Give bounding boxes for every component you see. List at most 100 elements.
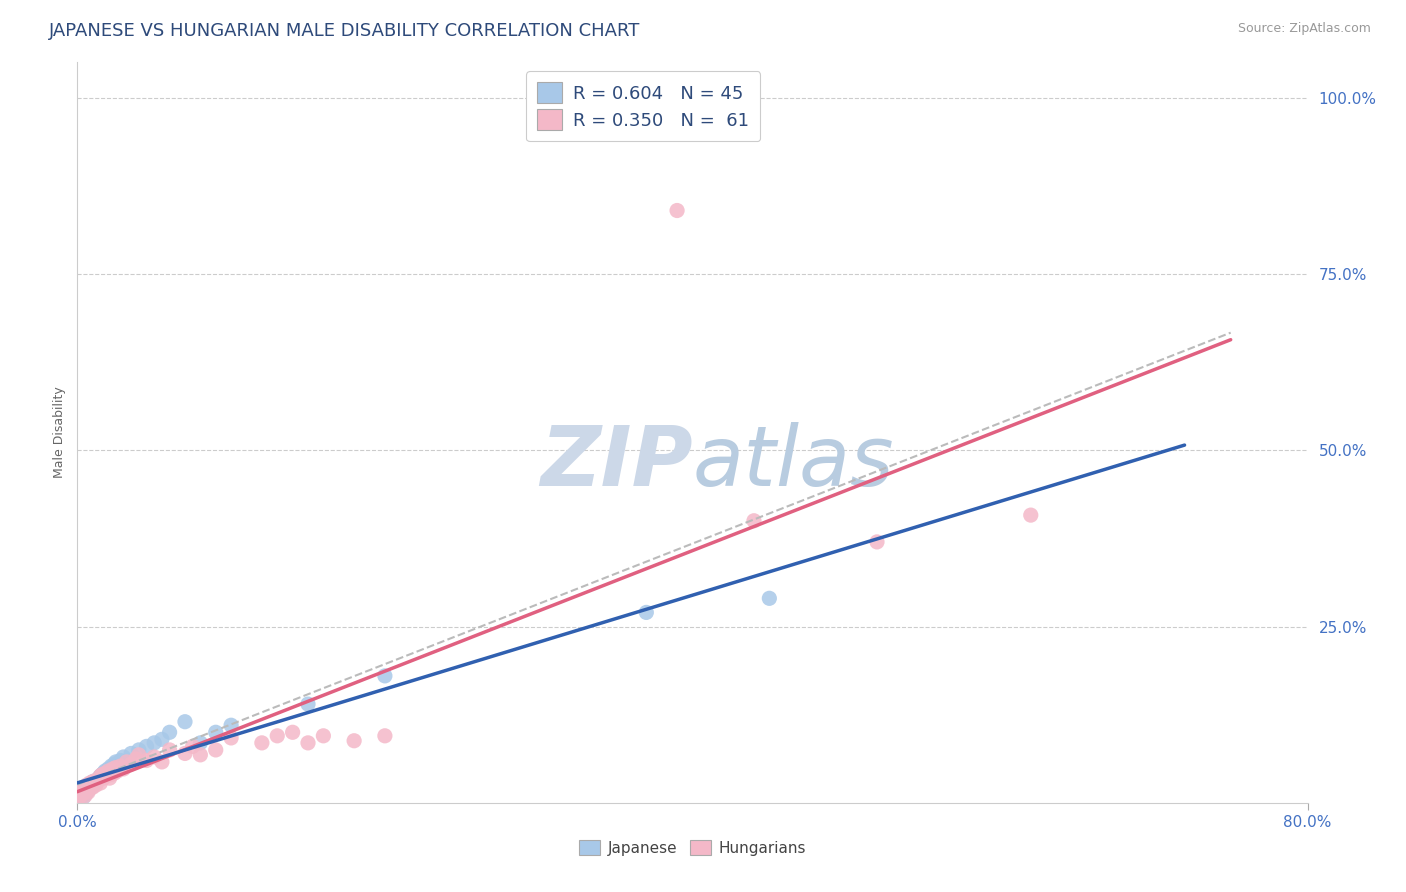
Point [82, 774, 104, 789]
Point [143, 750, 166, 764]
Point [73, 781, 96, 796]
Point [100, 759, 122, 773]
Point [204, 725, 226, 739]
Point [73, 788, 96, 802]
Text: JAPANESE VS HUNGARIAN MALE DISABILITY CORRELATION CHART: JAPANESE VS HUNGARIAN MALE DISABILITY CO… [49, 22, 641, 40]
Point [73, 781, 96, 796]
Point [93, 766, 115, 780]
Point [866, 535, 889, 549]
Point [120, 747, 142, 761]
Point [105, 764, 128, 778]
Point [80, 780, 103, 795]
Point [104, 760, 127, 774]
Point [219, 731, 242, 745]
Point [135, 739, 157, 754]
Point [82, 774, 104, 789]
Point [89, 776, 111, 790]
Point [266, 729, 288, 743]
Point [281, 725, 304, 739]
Point [101, 762, 124, 776]
Point [82, 778, 104, 792]
Point [100, 767, 122, 781]
Point [76, 778, 98, 792]
Point [76, 783, 98, 797]
Point [104, 755, 127, 769]
Text: atlas: atlas [693, 422, 894, 503]
Point [250, 736, 273, 750]
Point [758, 591, 780, 606]
Point [636, 606, 658, 620]
Point [72, 783, 94, 797]
Point [374, 669, 396, 683]
Point [69, 788, 91, 802]
Point [72, 785, 94, 799]
Point [86, 773, 108, 788]
Point [90, 767, 114, 781]
Point [174, 714, 197, 729]
Point [79, 776, 101, 790]
Point [70, 789, 93, 803]
Point [159, 725, 181, 739]
Point [87, 773, 110, 788]
Point [297, 697, 319, 711]
Point [77, 785, 100, 799]
Point [120, 757, 142, 772]
Text: Source: ZipAtlas.com: Source: ZipAtlas.com [1237, 22, 1371, 36]
Point [76, 780, 98, 795]
Point [112, 762, 135, 776]
Point [76, 785, 98, 799]
Point [97, 764, 120, 778]
Point [69, 789, 91, 803]
Point [98, 771, 121, 785]
Point [70, 785, 93, 799]
Point [112, 750, 135, 764]
Point [80, 778, 103, 792]
Point [79, 781, 101, 796]
Point [89, 769, 111, 783]
Point [84, 773, 107, 788]
Point [77, 780, 100, 795]
Point [110, 759, 132, 773]
Point [110, 754, 132, 768]
Point [77, 783, 100, 797]
Point [103, 757, 125, 772]
Point [188, 736, 212, 750]
Point [84, 778, 107, 792]
Point [77, 778, 100, 792]
Point [1019, 508, 1042, 522]
Point [87, 771, 110, 785]
Point [150, 732, 173, 747]
Point [90, 767, 114, 781]
Point [174, 747, 197, 761]
Point [135, 754, 157, 768]
Point [343, 733, 366, 747]
Point [204, 743, 226, 757]
Point [82, 780, 104, 795]
Y-axis label: Male Disability: Male Disability [53, 387, 66, 478]
Point [742, 514, 765, 528]
Point [143, 736, 166, 750]
Point [79, 781, 101, 796]
Point [70, 783, 93, 797]
Point [94, 766, 117, 780]
Point [374, 729, 396, 743]
Point [73, 789, 96, 803]
Point [67, 790, 90, 805]
Point [666, 203, 689, 218]
Text: ZIP: ZIP [540, 422, 693, 503]
Point [96, 769, 118, 783]
Point [69, 785, 91, 799]
Point [159, 743, 181, 757]
Point [219, 718, 242, 732]
Point [72, 790, 94, 805]
Point [128, 747, 150, 762]
Point [297, 736, 319, 750]
Point [125, 752, 148, 766]
Point [93, 771, 115, 785]
Legend: Japanese, Hungarians: Japanese, Hungarians [572, 834, 813, 862]
Point [83, 776, 105, 790]
Point [128, 743, 150, 757]
Point [84, 774, 107, 789]
Point [94, 764, 117, 778]
Point [150, 755, 173, 769]
